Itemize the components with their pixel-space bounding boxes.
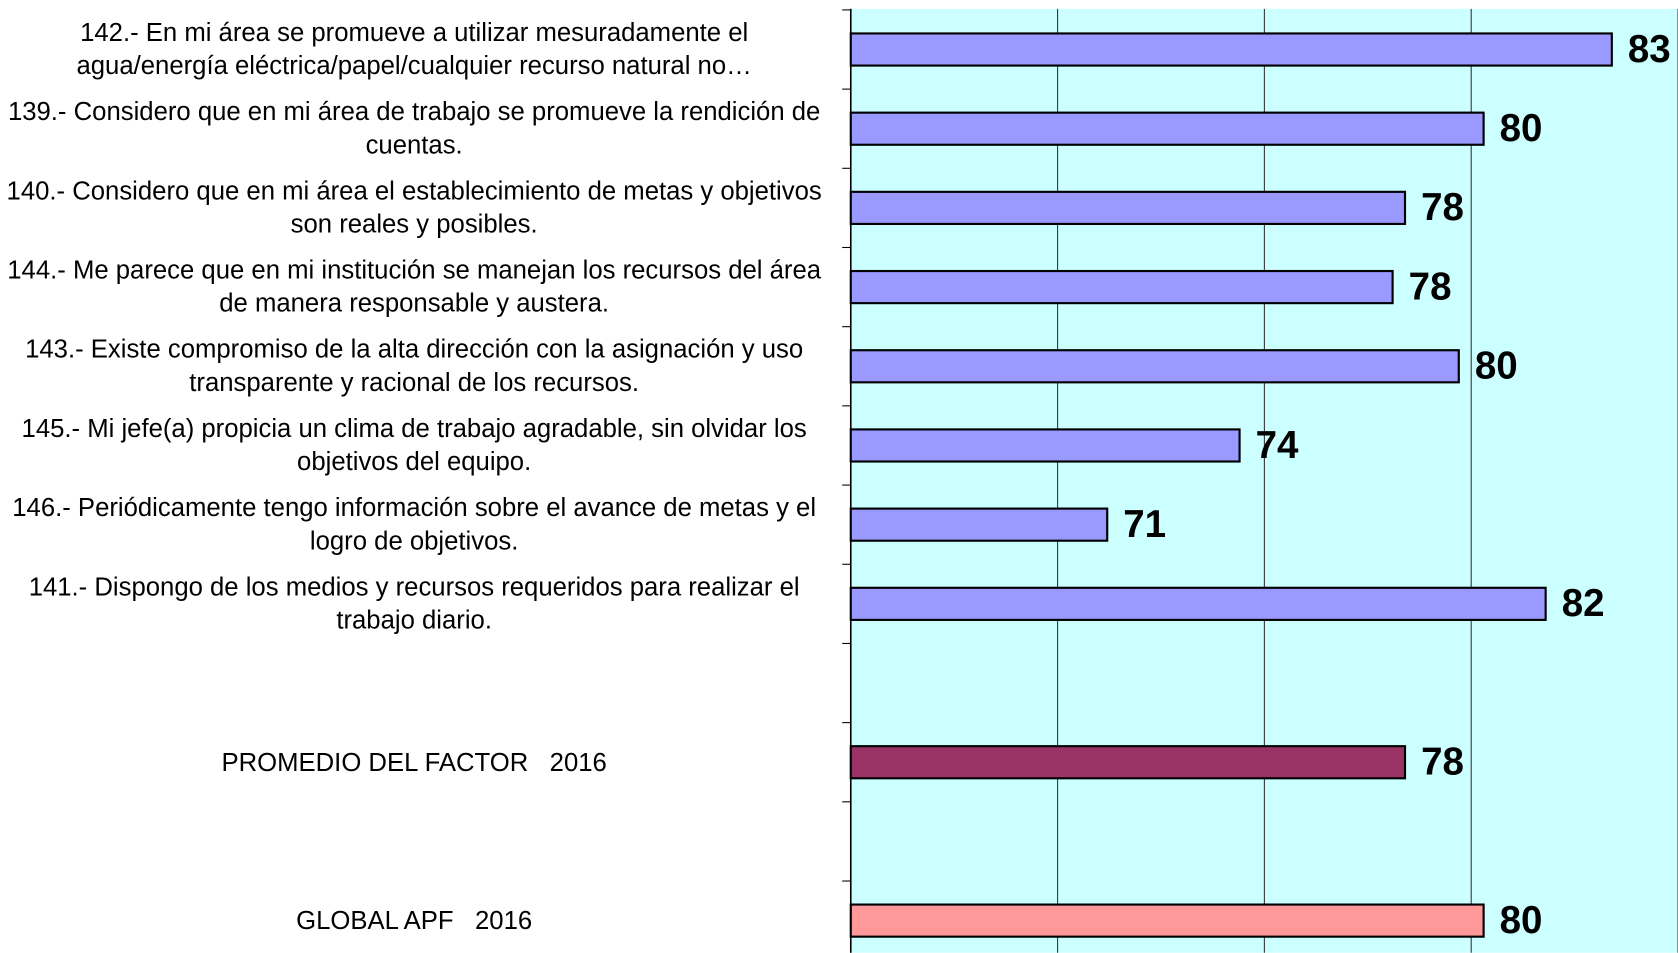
category-label: 141.- Dispongo de los medios y recursos …	[28, 572, 807, 635]
category-label: 142.- En mi área se promueve a utilizar …	[76, 18, 756, 81]
value-label: 78	[1421, 741, 1464, 784]
category-label-box: PROMEDIO DEL FACTOR 2016	[2, 723, 826, 802]
category-label: 145.- Mi jefe(a) propicia un clima de tr…	[21, 414, 814, 477]
category-label-wrap: 140.- Considero que en mi área el establ…	[2, 168, 826, 247]
bar	[849, 111, 1485, 146]
category-label: 144.- Me parece que en mi institución se…	[7, 256, 822, 319]
category-label-wrap: 144.- Me parece que en mi institución se…	[2, 247, 826, 326]
value-label: 71	[1123, 503, 1166, 546]
category-label-wrap: GLOBAL APF 2016	[2, 881, 826, 953]
bar	[849, 190, 1407, 226]
category-label-wrap: 146.- Periódicamente tengo información s…	[2, 485, 826, 564]
category-label-box: 141.- Dispongo de los medios y recursos …	[2, 564, 826, 643]
category-label: 146.- Periódicamente tengo información s…	[12, 493, 824, 556]
value-label: 78	[1421, 186, 1464, 229]
category-label-box: 145.- Mi jefe(a) propicia un clima de tr…	[2, 406, 826, 485]
value-label: 80	[1475, 345, 1518, 388]
category-label-box: GLOBAL APF 2016	[2, 881, 826, 953]
bar	[849, 32, 1613, 67]
category-label-wrap: 145.- Mi jefe(a) propicia un clima de tr…	[2, 406, 826, 485]
category-label-box: 140.- Considero que en mi área el establ…	[2, 168, 826, 247]
category-label-wrap: 142.- En mi área se promueve a utilizar …	[2, 10, 826, 89]
category-label: PROMEDIO DEL FACTOR 2016	[221, 747, 607, 777]
bar	[849, 428, 1241, 463]
value-label: 82	[1562, 582, 1605, 625]
category-label-wrap: PROMEDIO DEL FACTOR 2016	[2, 723, 826, 802]
category-label-box: 146.- Periódicamente tengo información s…	[2, 485, 826, 564]
category-label-box: 142.- En mi área se promueve a utilizar …	[2, 10, 826, 89]
category-label: 143.- Existe compromiso de la alta direc…	[25, 335, 811, 398]
bar	[849, 269, 1394, 305]
value-label: 80	[1500, 899, 1543, 942]
category-label-wrap: 143.- Existe compromiso de la alta direc…	[2, 327, 826, 406]
category-label-box: 139.- Considero que en mi área de trabaj…	[2, 89, 826, 168]
bar	[849, 903, 1485, 938]
category-label-wrap: 139.- Considero que en mi área de trabaj…	[2, 89, 826, 168]
bar	[849, 349, 1460, 384]
value-label: 80	[1500, 107, 1543, 150]
value-label: 78	[1409, 265, 1452, 308]
bar	[849, 507, 1109, 542]
category-label-wrap: 141.- Dispongo de los medios y recursos …	[2, 564, 826, 643]
category-label: GLOBAL APF 2016	[296, 906, 533, 936]
bar	[849, 586, 1547, 621]
category-label-box: 144.- Me parece que en mi institución se…	[2, 247, 826, 326]
category-label-box: 143.- Existe compromiso de la alta direc…	[2, 327, 826, 406]
category-label: 140.- Considero que en mi área el establ…	[6, 176, 822, 239]
value-label: 83	[1628, 28, 1671, 71]
category-label: 139.- Considero que en mi área de trabaj…	[7, 97, 821, 160]
bar	[849, 745, 1407, 780]
value-label: 74	[1256, 424, 1299, 467]
